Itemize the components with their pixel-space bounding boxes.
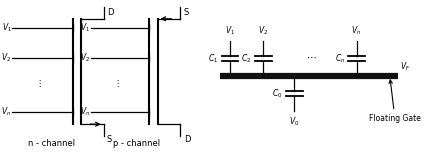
Text: $C_2$: $C_2$: [241, 52, 252, 65]
Text: S: S: [107, 135, 112, 144]
Text: $C_n$: $C_n$: [335, 52, 345, 65]
Text: S: S: [184, 8, 189, 17]
Text: n - channel: n - channel: [28, 139, 75, 148]
Text: $C_0$: $C_0$: [272, 87, 283, 100]
Text: $\vdots$: $\vdots$: [113, 78, 119, 89]
Text: $V_n$: $V_n$: [1, 106, 12, 118]
Text: $V_n$: $V_n$: [80, 106, 90, 118]
Text: $V_1$: $V_1$: [80, 22, 90, 34]
Text: $V_1$: $V_1$: [225, 24, 235, 37]
Text: D: D: [107, 8, 114, 17]
Text: $V_0$: $V_0$: [289, 115, 299, 128]
Text: $\cdots$: $\cdots$: [306, 52, 316, 62]
Text: $V_2$: $V_2$: [1, 52, 12, 64]
Text: $V_2$: $V_2$: [80, 52, 90, 64]
Text: Floating Gate: Floating Gate: [369, 80, 421, 123]
Text: $\vdots$: $\vdots$: [35, 78, 41, 89]
Text: $C_1$: $C_1$: [208, 52, 219, 65]
Text: $V_2$: $V_2$: [258, 24, 268, 37]
Text: $V_n$: $V_n$: [352, 24, 362, 37]
Text: D: D: [184, 135, 190, 144]
Text: $V_{\mathrm{F}}$: $V_{\mathrm{F}}$: [400, 61, 410, 73]
Text: p - channel: p - channel: [113, 139, 160, 148]
Text: $V_1$: $V_1$: [1, 22, 12, 34]
